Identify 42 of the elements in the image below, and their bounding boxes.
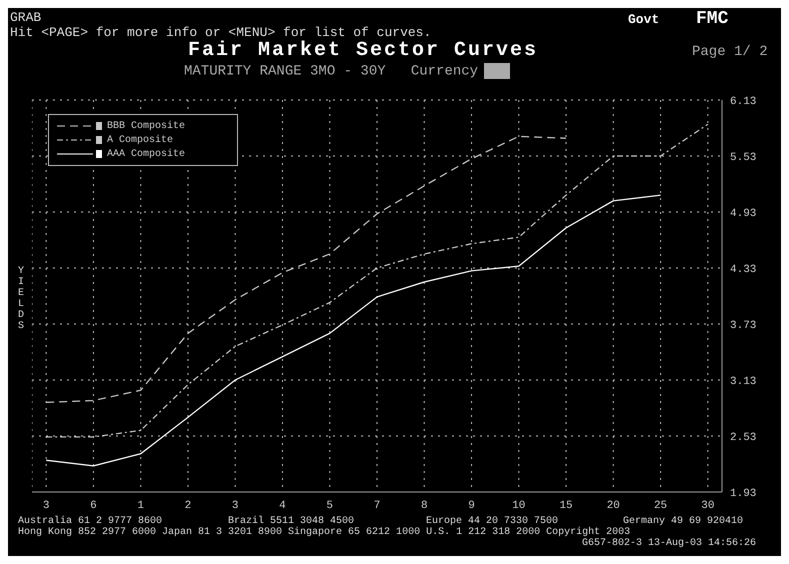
text: Govt	[628, 12, 660, 27]
text: Page 1/ 2	[692, 44, 768, 60]
y-tick-label: 3.73	[730, 320, 756, 332]
y-tick-label: 6.13	[730, 96, 756, 108]
x-tick-label: 10	[512, 500, 526, 512]
y-axis-title: YIELDS	[16, 266, 25, 332]
x-tick-label: 3	[232, 500, 239, 512]
y-tick-label: 4.93	[730, 208, 756, 220]
text: GRAB	[10, 10, 42, 25]
y-tick-label: 2.53	[730, 432, 756, 444]
line-series	[46, 136, 567, 403]
text: Hit <PAGE> for more info or <MENU> for list of curves.	[10, 25, 432, 40]
chart-subtitle: MATURITY RANGE 3MO - 30Y Currency	[184, 63, 480, 80]
x-tick-label: 15	[559, 500, 573, 512]
text: Brazil 5511 3048 4500	[228, 516, 354, 527]
text: Australia 61 2 9777 8600	[18, 516, 162, 527]
legend-label: AAA Composite	[107, 148, 186, 160]
x-tick-label: 3	[42, 500, 50, 512]
text: G657-802-3 13-Aug-03 14:56:26	[582, 538, 756, 549]
y-tick-label: 3.13	[730, 376, 756, 388]
x-tick-label: 7	[374, 500, 380, 512]
x-tick-label: 2	[184, 500, 192, 512]
x-tick-label: 6	[90, 500, 97, 512]
text: FMC	[696, 9, 728, 29]
x-tick-label: 25	[654, 500, 668, 512]
chart-title: Fair Market Sector Curves	[188, 39, 538, 62]
text: Germany 49 69 920410	[623, 516, 744, 527]
x-tick-label: 8	[420, 500, 428, 512]
text: Europe 44 20 7330 7500	[426, 516, 558, 527]
x-tick-label: 30	[701, 500, 714, 512]
legend-label: BBB Composite	[107, 120, 186, 132]
x-tick-label: 5	[326, 500, 334, 512]
x-tick-label: 9	[468, 500, 475, 512]
y-tick-label: 5.53	[730, 152, 756, 164]
text: Hong Kong 852 2977 6000 Japan 81 3 3201 8900 Singapore 65 6212 1000 U.S. 1 212 318 2000 Copyright 2003	[18, 527, 630, 538]
x-tick-label: 20	[606, 500, 620, 512]
x-tick-label: 1	[137, 500, 144, 512]
y-tick-label: 4.33	[730, 264, 756, 276]
y-tick-label: 1.93	[730, 488, 756, 500]
x-tick-label: 4	[279, 500, 286, 512]
line-series	[46, 194, 662, 466]
legend-label: A Composite	[107, 134, 174, 146]
